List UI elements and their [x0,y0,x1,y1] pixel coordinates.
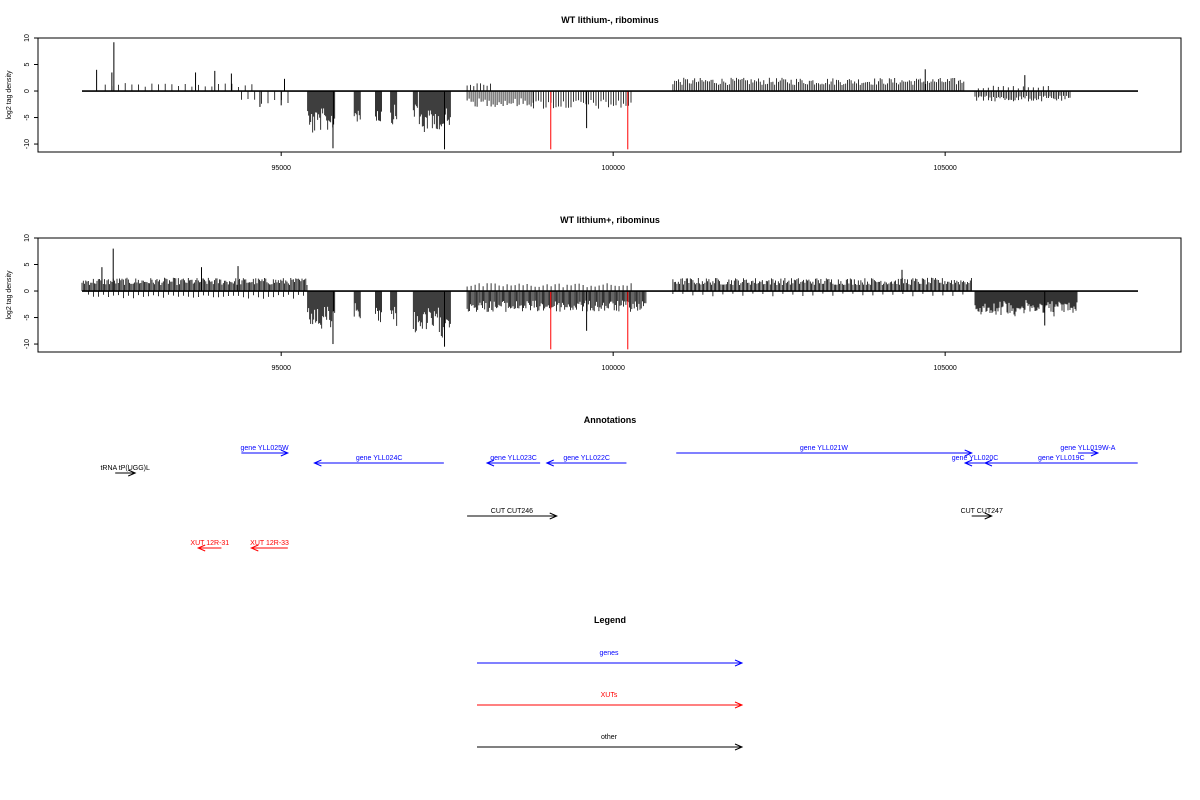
legend-item-xut: XUTs [477,692,744,709]
y-tick-label: 10 [24,34,31,42]
y-tick-label: 5 [24,262,31,266]
annotation-label: gene YLL024C [356,455,403,462]
y-tick-label: 0 [24,289,31,293]
annotation-other: CUT CUT246 [467,508,559,520]
annotation-label: XUT 12R-33 [250,540,289,547]
x-tick-label: 105000 [933,165,956,172]
annotation-other: CUT CUT247 [961,508,1003,520]
x-tick-label: 105000 [933,365,956,372]
y-tick-label: 5 [24,62,31,66]
bar-group [533,91,632,109]
y-axis-label: log2 tag density [6,70,13,120]
y-tick-label: 10 [24,234,31,242]
annotation-xut: XUT 12R-31 [190,540,229,552]
annotations-title: Annotations [584,415,637,425]
plot-frame [37,37,1182,153]
bar-group [977,85,1049,92]
legend-title: Legend [594,615,626,625]
annotation-gene: gene YLL021W [676,445,973,457]
legend-label: XUTs [601,692,618,699]
bar-group [307,91,336,133]
bar-group [418,91,451,132]
bar-group [412,91,418,117]
bar-group [466,291,647,312]
bar-group [672,77,965,92]
y-tick-label: -5 [24,114,31,120]
annotation-gene: gene YLL022C [545,455,627,467]
y-tick-label: -10 [24,339,31,349]
bar-group [466,283,632,292]
annotation-gene: gene YLL024C [313,455,444,467]
bar-group [353,291,361,319]
bar-group [81,277,308,292]
bar-group [375,91,382,122]
annotation-label: tRNA tP(UGG)L [100,465,150,472]
bar-series [82,42,1138,150]
annotation-other: tRNA tP(UGG)L [100,465,150,477]
annotation-label: CUT CUT247 [961,508,1003,515]
annotation-gene: gene YLL020C [952,455,999,467]
x-tick-label: 95000 [271,365,291,372]
annotation-gene: gene YLL019W-A [1060,445,1116,457]
annotation-label: gene YLL019C [1038,455,1085,462]
bar-group [104,83,253,92]
bar-group [412,291,451,338]
track-panel-lithium-plus: WT lithium+, ribominus log2 tag density … [6,215,1182,372]
bar-group [88,291,305,299]
bar-group [353,91,361,122]
annotation-label: gene YLL020C [952,455,999,462]
y-tick-label: -10 [24,139,31,149]
bar-series [81,248,1138,350]
annotation-label: gene YLL025W [241,445,290,452]
y-tick-label: -5 [24,314,31,320]
bar-group [672,277,972,292]
annotation-label: XUT 12R-31 [190,540,229,547]
bar-group [390,91,398,125]
panel-title: WT lithium+, ribominus [560,215,660,225]
bar-group [375,291,382,323]
annotation-xut: XUT 12R-33 [250,540,289,552]
panel-title: WT lithium-, ribominus [561,15,659,25]
annotation-label: gene YLL019W-A [1060,445,1115,452]
annotation-label: gene YLL022C [563,455,610,462]
x-tick-label: 95000 [271,165,291,172]
legend-label: other [601,734,618,741]
bar-group [466,83,491,92]
x-tick-label: 100000 [601,165,624,172]
plot-frame [37,237,1182,353]
track-panel-lithium-minus: WT lithium-, ribominus log2 tag density … [6,15,1182,172]
legend-item-gene: genes [477,650,744,667]
legend-label: genes [599,650,619,657]
legend: Legend genes XUTs other [477,615,744,751]
bar-group [974,91,1071,102]
bar-group [307,291,336,329]
axis-ticks: -10 -5 0 5 10 95000 100000 105000 [24,234,957,372]
bar-group [390,291,398,326]
annotation-gene: gene YLL025W [241,445,290,457]
annotation-label: CUT CUT246 [491,508,533,515]
x-tick-label: 100000 [601,365,624,372]
y-axis-label: log2 tag density [6,270,13,320]
bar-group [466,91,534,107]
bar-group [974,291,1078,317]
annotation-label: gene YLL021W [800,445,849,452]
annotation-label: gene YLL023C [490,455,537,462]
annotation-track: Annotations gene YLL025W gene YLL024C gene… [100,415,1138,552]
annotation-gene: gene YLL019C [983,455,1138,467]
y-tick-label: 0 [24,89,31,93]
axis-ticks: -10 -5 0 5 10 95000 100000 105000 [24,34,957,172]
annotation-gene: gene YLL023C [485,455,541,467]
legend-item-other: other [477,734,744,751]
